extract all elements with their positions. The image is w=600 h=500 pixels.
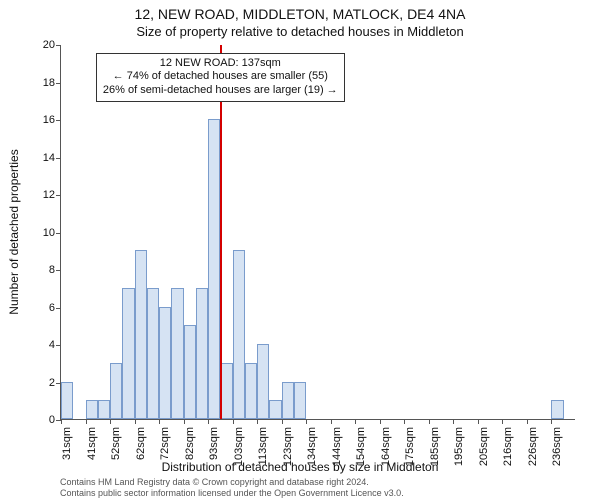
x-tick-mark	[233, 419, 234, 424]
histogram-bar	[184, 325, 196, 419]
histogram-bar	[294, 382, 306, 420]
x-tick-mark	[208, 419, 209, 424]
y-tick-label: 6	[49, 302, 61, 314]
histogram-bar	[269, 400, 281, 419]
x-tick-mark	[429, 419, 430, 424]
histogram-bar	[196, 288, 208, 419]
histogram-bar	[98, 400, 110, 419]
x-tick-mark	[331, 419, 332, 424]
plot-area: 0246810121416182031sqm41sqm52sqm62sqm72s…	[60, 45, 575, 420]
x-tick-mark	[110, 419, 111, 424]
chart-container: 12, NEW ROAD, MIDDLETON, MATLOCK, DE4 4N…	[0, 0, 600, 500]
x-tick-mark	[306, 419, 307, 424]
x-tick-mark	[159, 419, 160, 424]
histogram-bar	[86, 400, 98, 419]
x-tick-mark	[478, 419, 479, 424]
x-axis-label: Distribution of detached houses by size …	[0, 460, 600, 474]
x-tick-label: 72sqm	[159, 427, 171, 460]
plot-inner: 0246810121416182031sqm41sqm52sqm62sqm72s…	[60, 45, 575, 420]
x-tick-mark	[184, 419, 185, 424]
histogram-bar	[122, 288, 134, 419]
y-tick-label: 16	[43, 114, 61, 126]
x-tick-label: 93sqm	[208, 427, 220, 460]
x-tick-mark	[527, 419, 528, 424]
histogram-bar	[110, 363, 122, 419]
y-axis-label: Number of detached properties	[7, 149, 21, 314]
chart-footer: Contains HM Land Registry data © Crown c…	[60, 477, 590, 498]
histogram-bar	[551, 400, 563, 419]
histogram-bar	[159, 307, 171, 420]
x-tick-label: 82sqm	[184, 427, 196, 460]
x-tick-mark	[380, 419, 381, 424]
x-tick-mark	[453, 419, 454, 424]
x-tick-mark	[61, 419, 62, 424]
y-tick-label: 18	[43, 77, 61, 89]
y-tick-label: 14	[43, 152, 61, 164]
y-tick-label: 4	[49, 339, 61, 351]
histogram-bar	[233, 250, 245, 419]
histogram-bar	[147, 288, 159, 419]
x-tick-mark	[551, 419, 552, 424]
histogram-bar	[61, 382, 73, 420]
annotation-line: 12 NEW ROAD: 137sqm	[103, 57, 338, 71]
histogram-bar	[208, 119, 220, 419]
x-tick-label: 62sqm	[135, 427, 147, 460]
y-tick-label: 8	[49, 264, 61, 276]
histogram-bar	[135, 250, 147, 419]
histogram-bar	[171, 288, 183, 419]
x-tick-label: 41sqm	[86, 427, 98, 460]
y-tick-label: 20	[43, 39, 61, 51]
histogram-bar	[282, 382, 294, 420]
footer-line-1: Contains HM Land Registry data © Crown c…	[60, 477, 590, 487]
y-tick-label: 12	[43, 189, 61, 201]
x-tick-mark	[86, 419, 87, 424]
x-tick-mark	[502, 419, 503, 424]
y-tick-label: 2	[49, 377, 61, 389]
annotation-line: 26% of semi-detached houses are larger (…	[103, 84, 338, 98]
y-tick-label: 0	[49, 414, 61, 426]
x-tick-label: 52sqm	[110, 427, 122, 460]
x-tick-mark	[135, 419, 136, 424]
x-tick-label: 31sqm	[61, 427, 73, 460]
annotation-line: ← 74% of detached houses are smaller (55…	[103, 70, 338, 84]
y-tick-label: 10	[43, 227, 61, 239]
footer-line-2: Contains public sector information licen…	[60, 488, 590, 498]
histogram-bar	[245, 363, 257, 419]
x-tick-mark	[257, 419, 258, 424]
annotation-box: 12 NEW ROAD: 137sqm← 74% of detached hou…	[96, 53, 345, 102]
x-tick-mark	[355, 419, 356, 424]
histogram-bar	[257, 344, 269, 419]
x-tick-mark	[282, 419, 283, 424]
chart-title: 12, NEW ROAD, MIDDLETON, MATLOCK, DE4 4N…	[0, 0, 600, 22]
x-tick-mark	[404, 419, 405, 424]
chart-subtitle: Size of property relative to detached ho…	[0, 22, 600, 39]
